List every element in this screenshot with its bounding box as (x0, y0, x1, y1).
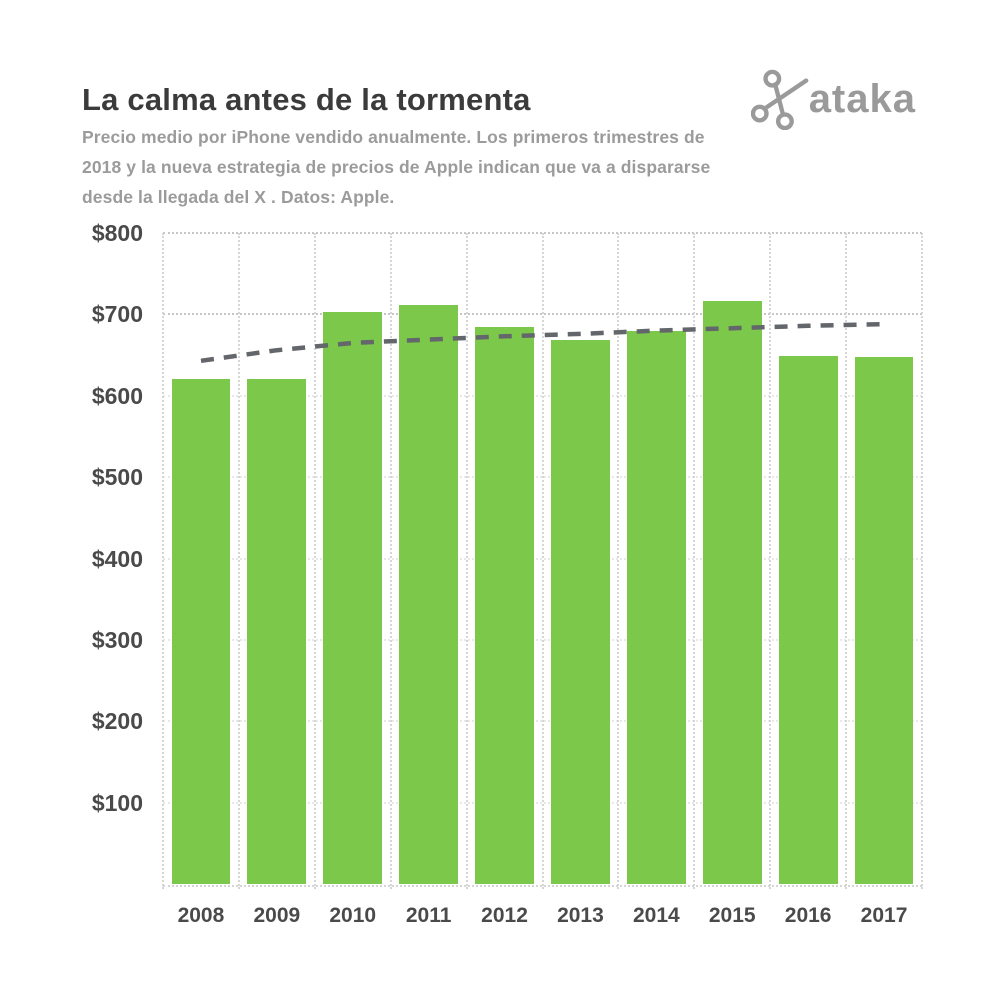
bar-2011 (399, 305, 459, 884)
x-tick-label: 2012 (481, 904, 528, 927)
bar-2008 (171, 379, 231, 884)
page-title: La calma antes de la tormenta (82, 82, 531, 117)
y-tick-label: $300 (91, 626, 143, 653)
v-gridline-4 (465, 233, 468, 889)
y-tick-label: $100 (91, 789, 143, 816)
x-tick-label: 2009 (253, 904, 301, 927)
bar-2009 (247, 378, 307, 884)
x-tick-label: 2014 (632, 904, 680, 927)
v-gridline-1 (237, 233, 240, 889)
subtitle-line-2: 2018 y la nueva estrategia de precios de… (82, 157, 711, 177)
x-tick-label: 2008 (177, 904, 225, 927)
bar-2017 (854, 356, 914, 884)
v-gridline-10 (921, 233, 923, 889)
v-gridline-7 (693, 233, 696, 889)
x-tick-label: 2017 (860, 904, 908, 927)
x-tick-label: 2010 (329, 904, 377, 927)
y-tick-label: $600 (91, 382, 143, 409)
trend-line (200, 321, 885, 364)
xataka-logo: ataka (750, 68, 916, 130)
x-tick-label: 2011 (405, 904, 452, 927)
y-tick-label: $800 (91, 220, 143, 246)
x-tick-label: 2016 (784, 904, 832, 927)
y-tick-label: $700 (91, 301, 143, 328)
v-gridline-6 (617, 233, 620, 889)
bar-2012 (475, 327, 534, 884)
y-tick-label: $400 (91, 545, 143, 572)
bar-2014 (626, 330, 686, 884)
v-gridline-9 (845, 233, 848, 889)
v-gridline-0 (162, 233, 164, 889)
v-gridline-3 (389, 233, 392, 889)
xataka-x-icon (750, 68, 813, 130)
bar-2015 (702, 301, 762, 884)
bar-2010 (323, 311, 383, 884)
chart-subtitle: Precio medio por iPhone vendido anualmen… (82, 122, 710, 212)
v-gridline-5 (541, 233, 544, 889)
xataka-logo-text: ataka (808, 77, 916, 121)
y-tick-label: $200 (91, 708, 143, 735)
v-gridline-8 (769, 233, 772, 889)
y-tick-label: $500 (91, 464, 143, 491)
subtitle-line-3: desde la llegada del X . Datos: Apple. (82, 187, 395, 207)
bar-2013 (551, 340, 610, 884)
x-tick-label: 2013 (557, 904, 604, 927)
subtitle-line-1: Precio medio por iPhone vendido anualmen… (82, 127, 705, 147)
v-gridline-2 (313, 233, 316, 889)
x-tick-label: 2015 (708, 904, 756, 927)
bar-2016 (778, 355, 838, 884)
